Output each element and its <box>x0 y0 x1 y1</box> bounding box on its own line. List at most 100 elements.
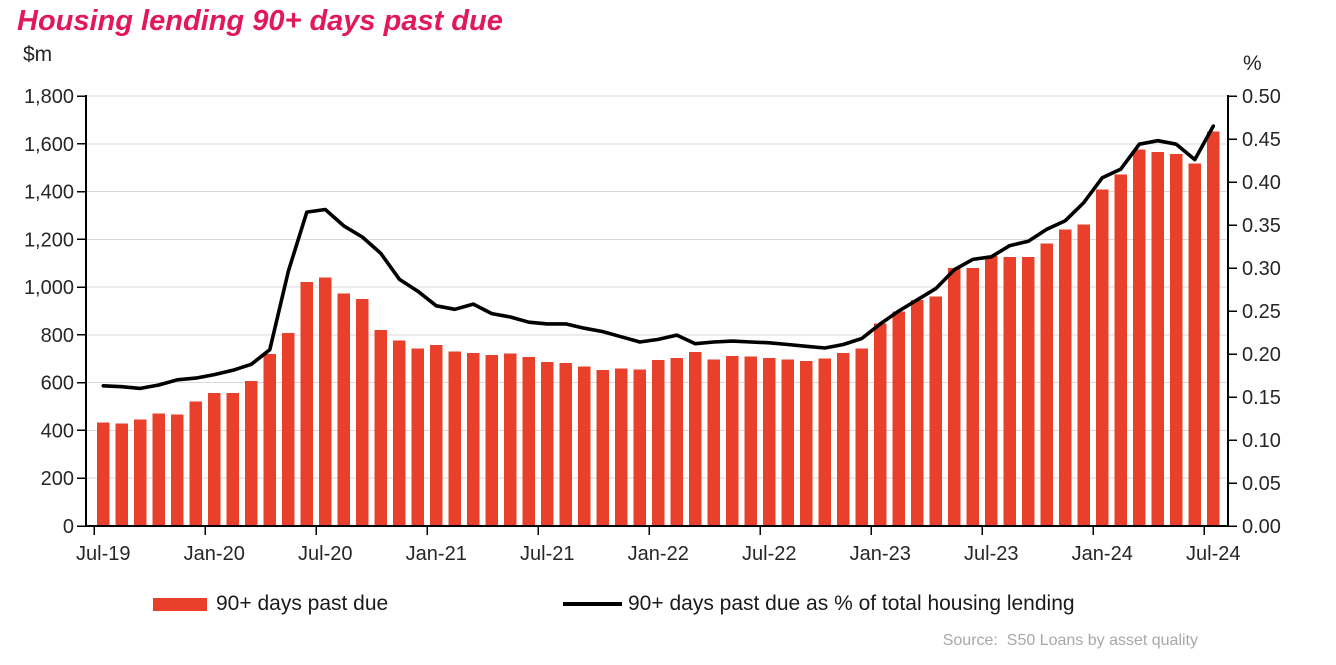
bar <box>652 360 665 526</box>
bar <box>374 330 387 526</box>
x-tick-label: Jul-24 <box>1186 543 1240 565</box>
bar <box>744 356 757 526</box>
bar <box>1170 153 1183 527</box>
bar <box>1151 152 1164 526</box>
bar <box>356 299 369 526</box>
x-tick-label: Jan-20 <box>184 543 245 565</box>
left-tick-label: 1,400 <box>24 182 74 204</box>
bar <box>448 351 461 526</box>
bar <box>134 419 147 526</box>
bar <box>208 392 221 526</box>
bar <box>97 422 110 526</box>
bar <box>578 366 591 526</box>
left-tick-label: 400 <box>41 420 74 442</box>
bar <box>541 362 554 526</box>
bar <box>245 380 258 526</box>
bar <box>1003 257 1016 526</box>
bar <box>282 333 295 526</box>
bar <box>1188 163 1201 526</box>
bar <box>1207 131 1220 526</box>
bar <box>337 293 350 526</box>
bar-series-swatch <box>153 597 207 611</box>
bar <box>1077 224 1090 527</box>
bar <box>1040 243 1053 526</box>
bar <box>189 401 202 526</box>
x-tick-label: Jul-23 <box>964 543 1018 565</box>
pct-line <box>101 124 1216 391</box>
legend-item-line: 90+ days past due as % of total housing … <box>563 592 1075 616</box>
bar <box>929 296 942 526</box>
x-tick-label: Jan-24 <box>1072 543 1133 565</box>
bar <box>596 369 609 526</box>
x-tick-label: Jan-23 <box>850 543 911 565</box>
left-tick-label: 800 <box>41 325 74 347</box>
legend-item-bars: 90+ days past due <box>153 592 388 616</box>
bar <box>171 414 184 526</box>
left-axis-unit-label: $m <box>23 43 53 66</box>
left-tick-label: 1,200 <box>24 229 74 251</box>
bar <box>615 368 628 526</box>
right-tick-label: 0.25 <box>1242 301 1281 323</box>
bar <box>763 358 776 526</box>
line-series-swatch <box>563 602 622 606</box>
bar <box>670 357 683 526</box>
x-tick-label: Jul-21 <box>520 543 574 565</box>
bar <box>966 267 979 526</box>
bar <box>300 281 313 526</box>
bar <box>226 392 239 526</box>
right-tick-label: 0.35 <box>1242 215 1281 237</box>
legend-line-label: 90+ days past due as % of total housing … <box>628 592 1075 615</box>
bar <box>152 413 165 526</box>
bar <box>911 300 924 526</box>
source-note: Source: S50 Loans by asset quality <box>942 632 1198 649</box>
right-tick-label: 0.00 <box>1242 516 1281 538</box>
bar <box>319 277 332 526</box>
x-tick-label: Jan-22 <box>628 543 689 565</box>
legend-bars-label: 90+ days past due <box>216 592 389 615</box>
right-tick-label: 0.15 <box>1242 387 1281 409</box>
right-tick-label: 0.10 <box>1242 430 1281 452</box>
bar <box>504 353 517 526</box>
bar <box>892 311 905 526</box>
right-tick-label: 0.05 <box>1242 473 1281 495</box>
right-tick-label: 0.20 <box>1242 344 1281 366</box>
bar <box>633 369 646 526</box>
left-tick-label: 200 <box>41 468 74 490</box>
left-tick-label: 600 <box>41 373 74 395</box>
bar <box>559 363 572 526</box>
left-tick-label: 1,800 <box>24 86 74 108</box>
bar <box>485 355 498 526</box>
x-tick-label: Jul-20 <box>298 543 352 565</box>
bar <box>874 323 887 526</box>
right-tick-label: 0.40 <box>1242 172 1281 194</box>
bar <box>1096 189 1109 526</box>
bar <box>837 353 850 526</box>
bar <box>1133 149 1146 527</box>
right-tick-label: 0.45 <box>1242 129 1281 151</box>
left-tick-label: 0 <box>63 516 74 538</box>
bar <box>689 352 702 526</box>
bar <box>800 360 813 526</box>
bar <box>818 358 831 526</box>
bar <box>115 423 128 526</box>
bar <box>1059 229 1072 527</box>
right-axis-unit-label: % <box>1243 52 1262 75</box>
bar <box>1022 257 1035 526</box>
bar <box>467 353 480 526</box>
bar <box>522 357 535 526</box>
bar <box>430 344 443 526</box>
bar <box>781 359 794 526</box>
bar <box>263 353 276 526</box>
right-tick-label: 0.30 <box>1242 258 1281 280</box>
bar <box>1114 174 1127 526</box>
bar <box>393 340 406 526</box>
bar <box>411 348 424 526</box>
right-tick-label: 0.50 <box>1242 86 1281 108</box>
left-tick-label: 1,000 <box>24 277 74 299</box>
bar <box>948 267 961 526</box>
chart-title: Housing lending 90+ days past due <box>17 5 503 37</box>
x-tick-label: Jul-19 <box>76 543 130 565</box>
x-tick-label: Jan-21 <box>406 543 467 565</box>
